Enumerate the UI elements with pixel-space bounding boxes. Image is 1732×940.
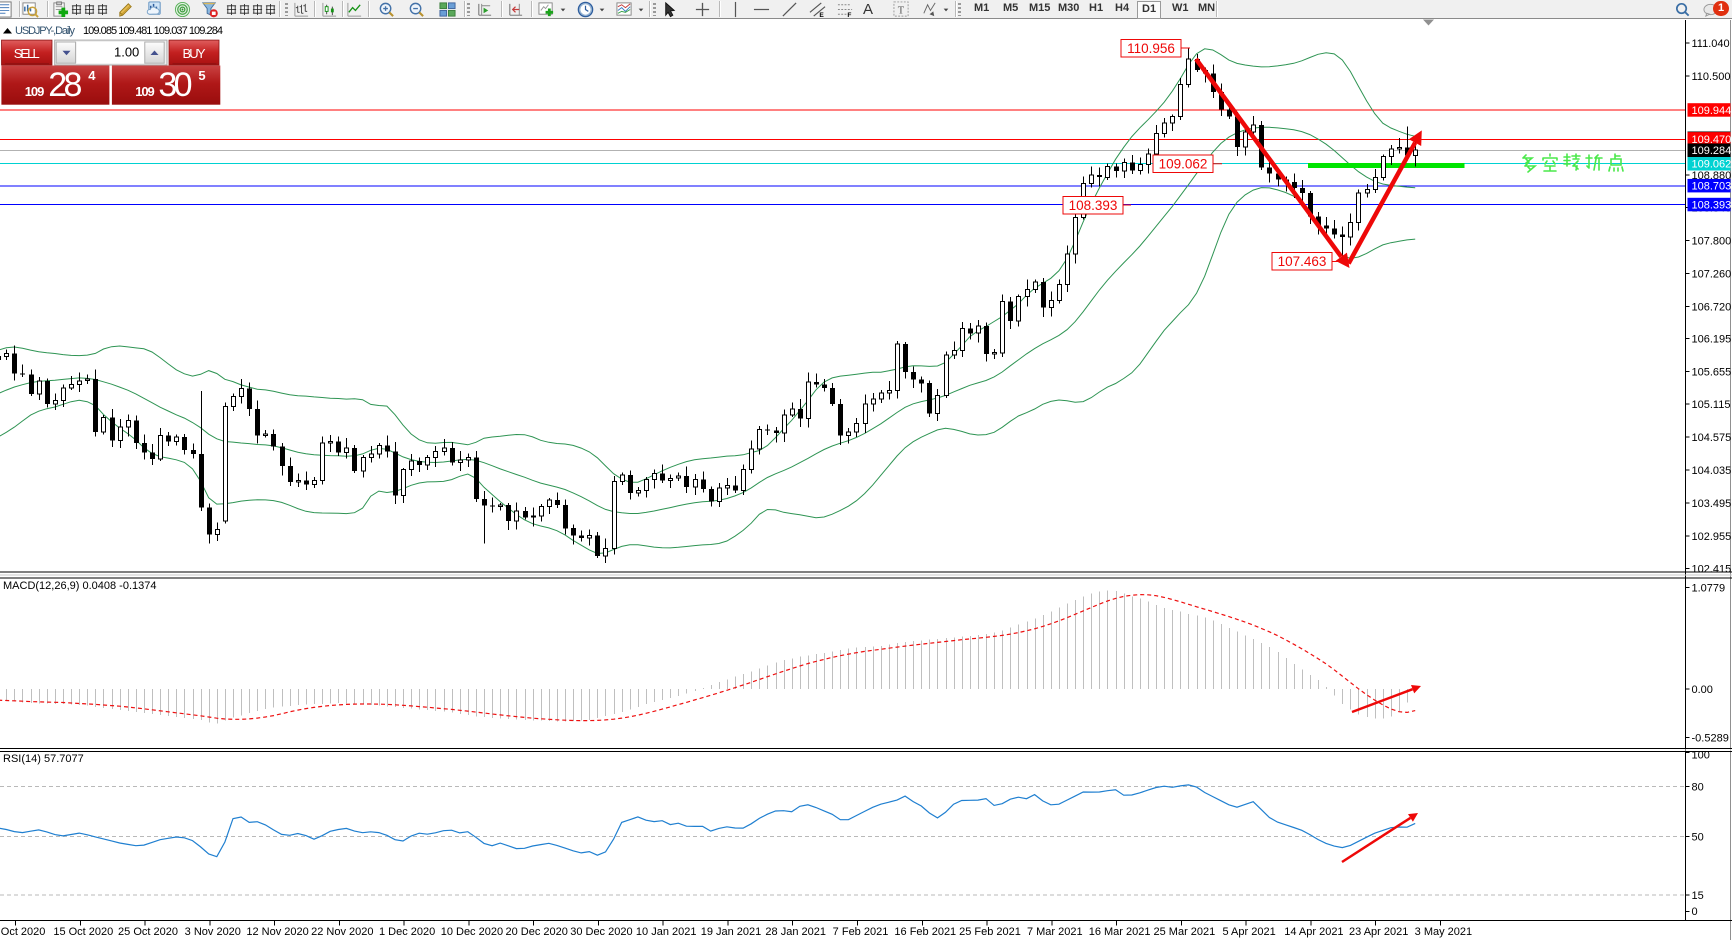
- svg-text:106.720: 106.720: [1692, 301, 1732, 313]
- svg-text:1.00: 1.00: [114, 45, 139, 60]
- svg-text:15 Oct 2020: 15 Oct 2020: [53, 926, 113, 938]
- svg-text:7 Mar 2021: 7 Mar 2021: [1027, 926, 1083, 938]
- svg-text:BUY: BUY: [183, 46, 206, 61]
- svg-text:108.393: 108.393: [1692, 200, 1732, 212]
- svg-text:22 Nov 2020: 22 Nov 2020: [311, 926, 373, 938]
- svg-text:1 Dec 2020: 1 Dec 2020: [379, 926, 435, 938]
- svg-text:0: 0: [1692, 906, 1698, 918]
- svg-text:E: E: [819, 12, 824, 18]
- svg-text:0.00: 0.00: [1692, 684, 1713, 696]
- svg-text:105.655: 105.655: [1692, 366, 1732, 378]
- svg-text:25 Oct 2020: 25 Oct 2020: [118, 926, 178, 938]
- svg-text:108.703: 108.703: [1692, 181, 1732, 193]
- svg-text:109.062: 109.062: [1692, 159, 1732, 171]
- svg-text:RSI(14) 57.7077: RSI(14) 57.7077: [3, 753, 84, 765]
- svg-text:109.944: 109.944: [1692, 105, 1732, 117]
- svg-text:110.956: 110.956: [1127, 41, 1175, 56]
- svg-text:1.0779: 1.0779: [1692, 583, 1726, 595]
- svg-text:102.415: 102.415: [1692, 564, 1732, 576]
- svg-text:4: 4: [88, 68, 96, 83]
- svg-text:109.062: 109.062: [1159, 157, 1208, 172]
- svg-text:19 Jan 2021: 19 Jan 2021: [701, 926, 762, 938]
- svg-text:10 Jan 2021: 10 Jan 2021: [636, 926, 697, 938]
- svg-text:-0.5289: -0.5289: [1692, 733, 1729, 745]
- svg-text:108.393: 108.393: [1069, 198, 1118, 213]
- svg-text:5 Oct 2020: 5 Oct 2020: [0, 926, 45, 938]
- svg-text:80: 80: [1692, 781, 1704, 793]
- svg-text:28: 28: [48, 66, 82, 104]
- svg-text:10 Dec 2020: 10 Dec 2020: [441, 926, 503, 938]
- svg-text:109: 109: [135, 84, 155, 99]
- svg-text:108.880: 108.880: [1692, 170, 1732, 182]
- svg-text:5 Apr 2021: 5 Apr 2021: [1222, 926, 1275, 938]
- svg-text:100: 100: [1692, 750, 1710, 762]
- svg-text:3 May 2021: 3 May 2021: [1415, 926, 1472, 938]
- svg-text:15: 15: [1692, 890, 1704, 902]
- svg-text:50: 50: [1692, 831, 1704, 843]
- svg-text:SELL: SELL: [14, 46, 40, 61]
- svg-text:110.500: 110.500: [1692, 71, 1731, 83]
- svg-text:F: F: [847, 12, 851, 18]
- svg-text:7 Feb 2021: 7 Feb 2021: [833, 926, 889, 938]
- svg-text:104.575: 104.575: [1692, 432, 1732, 444]
- svg-text:109.085 109.481 109.037 109.28: 109.085 109.481 109.037 109.284: [83, 25, 223, 37]
- svg-text:107.463: 107.463: [1278, 254, 1327, 269]
- svg-text:28 Jan 2021: 28 Jan 2021: [765, 926, 826, 938]
- svg-text:5: 5: [198, 68, 205, 83]
- svg-text:25 Feb 2021: 25 Feb 2021: [959, 926, 1021, 938]
- svg-text:109.470: 109.470: [1692, 134, 1732, 146]
- svg-text:109.284: 109.284: [1692, 145, 1732, 157]
- svg-text:104.035: 104.035: [1692, 465, 1732, 477]
- svg-text:14 Apr 2021: 14 Apr 2021: [1284, 926, 1343, 938]
- svg-text:30: 30: [158, 66, 192, 104]
- svg-text:T: T: [898, 5, 905, 16]
- svg-text:23 Apr 2021: 23 Apr 2021: [1349, 926, 1408, 938]
- svg-text:MACD(12,26,9) 0.0408 -0.1374: MACD(12,26,9) 0.0408 -0.1374: [3, 580, 156, 592]
- svg-text:USDJPY-,Daily: USDJPY-,Daily: [15, 25, 76, 37]
- svg-text:107.260: 107.260: [1692, 269, 1732, 281]
- svg-text:12 Nov 2020: 12 Nov 2020: [246, 926, 308, 938]
- svg-text:103.495: 103.495: [1692, 498, 1732, 510]
- svg-text:30 Dec 2020: 30 Dec 2020: [570, 926, 632, 938]
- svg-text:106.195: 106.195: [1692, 333, 1732, 345]
- svg-text:109: 109: [25, 84, 45, 99]
- svg-text:105.115: 105.115: [1692, 399, 1731, 411]
- svg-text:3 Nov 2020: 3 Nov 2020: [185, 926, 241, 938]
- svg-text:20 Dec 2020: 20 Dec 2020: [506, 926, 568, 938]
- svg-text:107.800: 107.800: [1692, 236, 1732, 248]
- svg-text:25 Mar 2021: 25 Mar 2021: [1154, 926, 1216, 938]
- svg-text:16 Feb 2021: 16 Feb 2021: [894, 926, 956, 938]
- svg-text:16 Mar 2021: 16 Mar 2021: [1089, 926, 1151, 938]
- svg-text:102.955: 102.955: [1692, 531, 1732, 543]
- svg-text:111.040: 111.040: [1692, 38, 1730, 50]
